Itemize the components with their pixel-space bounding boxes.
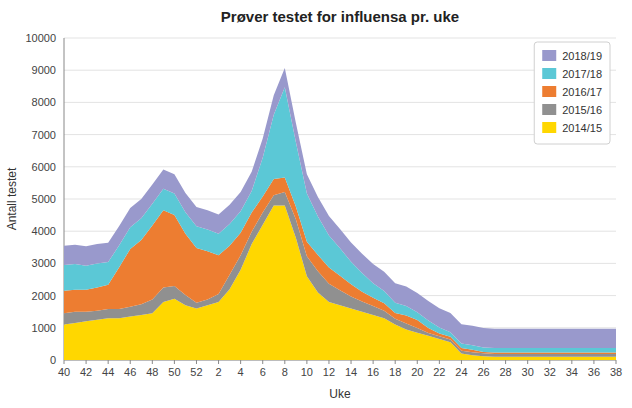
x-tick <box>616 360 617 364</box>
x-tick-label: 16 <box>367 366 379 378</box>
y-tick-label: 7000 <box>32 129 56 141</box>
x-tick-label: 2 <box>215 366 221 378</box>
x-tick-label: 50 <box>168 366 180 378</box>
x-tick <box>196 360 197 364</box>
x-tick-label: 42 <box>80 366 92 378</box>
x-tick <box>152 360 153 364</box>
legend-swatch <box>542 86 556 97</box>
axes: 0 1000 2000 3000 4000 5000 6000 7000 8000 9000 100… <box>25 32 622 378</box>
x-tick-label: 12 <box>323 366 335 378</box>
x-tick <box>461 360 462 364</box>
x-tick-label: 14 <box>345 366 357 378</box>
x-tick <box>439 360 440 364</box>
x-tick-label: 48 <box>146 366 158 378</box>
legend-swatch <box>542 68 556 79</box>
x-tick <box>395 360 396 364</box>
x-tick <box>306 360 307 364</box>
x-tick <box>505 360 506 364</box>
x-tick <box>86 360 87 364</box>
x-tick-label: 20 <box>411 366 423 378</box>
x-tick-label: 36 <box>588 366 600 378</box>
x-tick-label: 30 <box>522 366 534 378</box>
legend-label: 2016/17 <box>562 86 602 98</box>
chart-title: Prøver testet for influensa pr. uke <box>221 8 459 25</box>
x-tick <box>483 360 484 364</box>
x-tick <box>373 360 374 364</box>
y-axis-label: Antall testet <box>5 167 19 230</box>
x-tick-label: 40 <box>58 366 70 378</box>
x-tick <box>328 360 329 364</box>
x-tick-label: 32 <box>544 366 556 378</box>
x-tick <box>130 360 131 364</box>
x-tick <box>571 360 572 364</box>
legend-label: 2018/19 <box>562 50 602 62</box>
x-tick <box>549 360 550 364</box>
legend-label: 2014/15 <box>562 122 602 134</box>
x-tick-label: 24 <box>455 366 467 378</box>
x-tick-label: 26 <box>477 366 489 378</box>
x-tick <box>417 360 418 364</box>
chart-svg: 0 1000 2000 3000 4000 5000 6000 7000 8000 9000 100… <box>0 0 632 408</box>
legend: 2018/19 2017/18 2016/17 2015/16 2014/15 <box>534 42 610 144</box>
y-tick-label: 0 <box>50 354 56 366</box>
chart-container: 0 1000 2000 3000 4000 5000 6000 7000 8000 9000 100… <box>0 0 632 408</box>
x-tick <box>262 360 263 364</box>
legend-swatch <box>542 122 556 133</box>
y-tick-label: 3000 <box>32 257 56 269</box>
y-grid <box>64 38 616 360</box>
x-tick <box>218 360 219 364</box>
x-axis-label: Uke <box>329 387 351 401</box>
x-tick-label: 28 <box>499 366 511 378</box>
x-tick-label: 44 <box>102 366 114 378</box>
legend-swatch <box>542 104 556 115</box>
x-tick-label: 38 <box>610 366 622 378</box>
grid-line <box>64 102 616 103</box>
x-tick <box>527 360 528 364</box>
x-tick-label: 52 <box>190 366 202 378</box>
x-tick-label: 18 <box>389 366 401 378</box>
x-tick <box>240 360 241 364</box>
y-tick-label: 1000 <box>32 322 56 334</box>
x-tick-label: 8 <box>282 366 288 378</box>
plot-area <box>64 68 616 360</box>
y-tick-label: 2000 <box>32 290 56 302</box>
x-tick <box>174 360 175 364</box>
y-tick-label: 6000 <box>32 161 56 173</box>
legend-label: 2017/18 <box>562 68 602 80</box>
x-tick-label: 22 <box>433 366 445 378</box>
y-tick-label: 5000 <box>32 193 56 205</box>
y-tick-label: 4000 <box>32 225 56 237</box>
grid-line <box>64 70 616 71</box>
y-tick-label: 9000 <box>32 64 56 76</box>
x-tick-label: 4 <box>238 366 244 378</box>
x-tick <box>351 360 352 364</box>
area-series <box>64 87 616 352</box>
legend-label: 2015/16 <box>562 104 602 116</box>
x-tick-label: 46 <box>124 366 136 378</box>
grid-line <box>64 134 616 135</box>
x-tick <box>64 360 65 364</box>
legend-box <box>534 42 610 144</box>
x-tick-label: 6 <box>260 366 266 378</box>
x-tick-label: 10 <box>301 366 313 378</box>
x-tick <box>593 360 594 364</box>
area-series <box>64 68 616 348</box>
grid-line <box>64 166 616 167</box>
y-tick-label: 8000 <box>32 96 56 108</box>
x-tick-label: 34 <box>566 366 578 378</box>
x-tick <box>284 360 285 364</box>
x-tick <box>108 360 109 364</box>
grid-line <box>64 38 616 39</box>
legend-swatch <box>542 50 556 61</box>
y-tick-label: 10000 <box>25 32 56 44</box>
